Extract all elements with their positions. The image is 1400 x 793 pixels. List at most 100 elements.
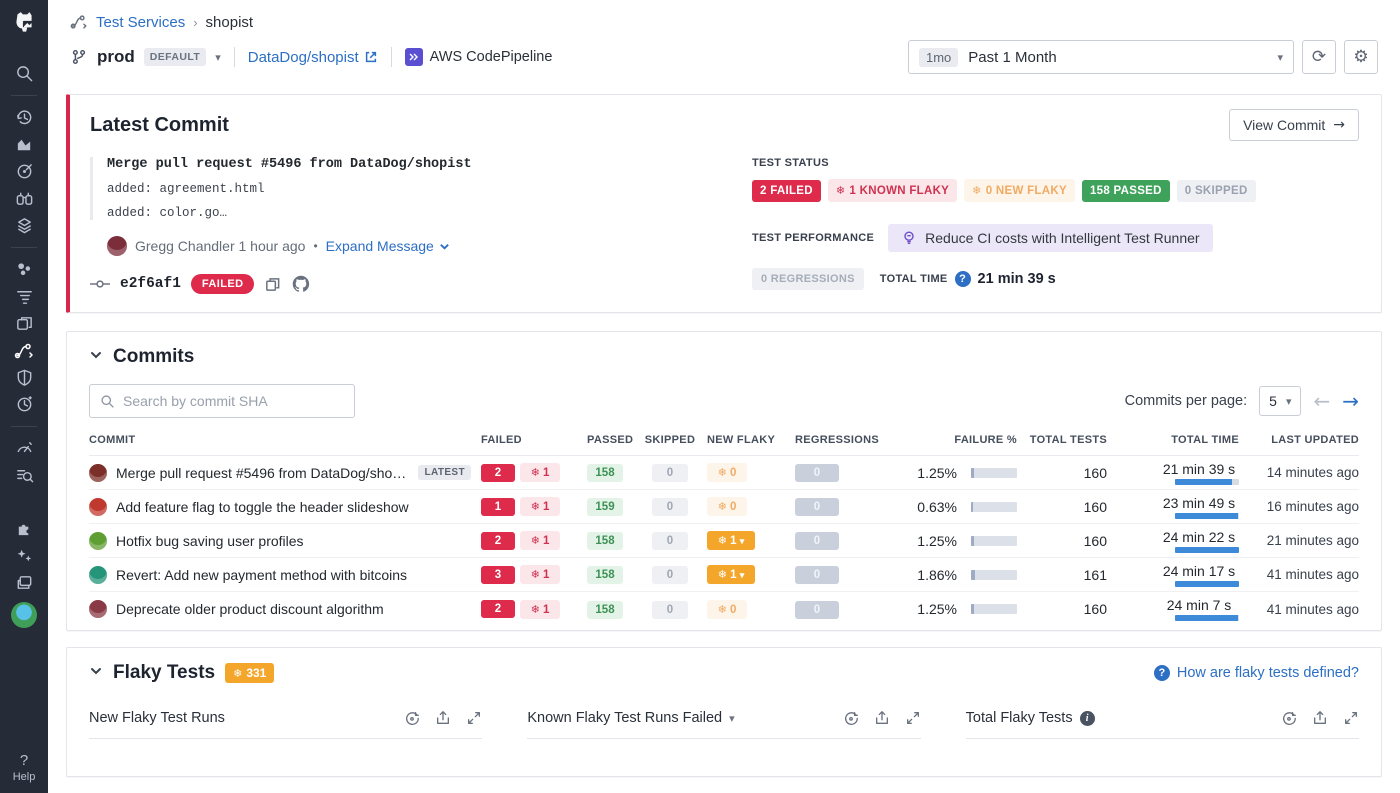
fullscreen-icon[interactable]: [1343, 710, 1359, 726]
cluster-icon[interactable]: [0, 256, 48, 283]
info-icon[interactable]: i: [1079, 710, 1095, 726]
ci-pipeline-icon[interactable]: [0, 337, 48, 364]
search-icon[interactable]: [0, 60, 48, 87]
total-time-value: 21 min 39 s: [1162, 460, 1236, 477]
refresh-button[interactable]: ⟳: [1302, 40, 1336, 74]
repo-link[interactable]: DataDog/shopist: [248, 49, 378, 66]
flaky-chart-card: Total Flaky Tests ▾ i: [965, 710, 1359, 739]
passed-count-badge: 158: [587, 532, 623, 550]
commit-table-row[interactable]: Merge pull request #5496 from DataDog/sh…: [89, 456, 1359, 490]
scope-icon[interactable]: [0, 158, 48, 185]
speedometer-icon[interactable]: [0, 435, 48, 462]
fullscreen-icon[interactable]: [905, 710, 921, 726]
export-icon[interactable]: [874, 710, 890, 726]
commit-sha[interactable]: e2f6af1: [120, 276, 181, 292]
commit-table-row[interactable]: Revert: Add new payment method with bitc…: [89, 558, 1359, 592]
github-icon[interactable]: [291, 274, 311, 294]
windows-icon[interactable]: [0, 569, 48, 596]
commit-search-input[interactable]: [123, 393, 344, 409]
history-icon[interactable]: [0, 104, 48, 131]
pagination: Commits per page: 5 ▾ ← →: [1125, 386, 1359, 416]
prev-page-button[interactable]: ←: [1313, 389, 1331, 413]
help-circle-icon[interactable]: ?: [954, 271, 971, 287]
view-related-icon[interactable]: [1281, 710, 1297, 726]
total-time-value: 24 min 17 s: [1162, 562, 1236, 579]
new-flaky-badge[interactable]: ❄ 0: [707, 463, 747, 482]
repo-link-label: DataDog/shopist: [247, 48, 359, 66]
commit-avatar: [89, 565, 107, 584]
breadcrumb-root-link[interactable]: Test Services: [96, 13, 186, 31]
chart-dropdown-caret[interactable]: ▾: [729, 711, 735, 725]
fullscreen-icon[interactable]: [466, 710, 482, 726]
passed-count-badge: 158: [587, 600, 623, 619]
new-flaky-badge[interactable]: ❄ 0: [707, 497, 747, 516]
log-search-icon[interactable]: [0, 462, 48, 489]
commit-table-row[interactable]: Add feature flag to toggle the header sl…: [89, 490, 1359, 524]
new-flaky-badge[interactable]: ❄ 0: [707, 599, 747, 619]
breadcrumb: Test Services › shopist: [70, 10, 1378, 34]
frames-icon[interactable]: [0, 310, 48, 337]
chart-title: Total Flaky Tests: [965, 710, 1073, 726]
puzzle-icon[interactable]: [0, 515, 48, 542]
commit-avatar: [89, 463, 107, 482]
datadog-logo[interactable]: [0, 0, 48, 46]
branch-dropdown-caret[interactable]: ▾: [215, 50, 221, 64]
next-page-button[interactable]: →: [1342, 389, 1359, 413]
total-time-cell: 24 min 7 s: [1117, 597, 1239, 621]
view-commit-button[interactable]: View Commit →: [1229, 109, 1359, 141]
test-services-icon: [70, 15, 87, 29]
layers-icon[interactable]: [0, 212, 48, 239]
col-skipped: SKIPPED: [644, 434, 696, 446]
failure-percent-bar: [971, 501, 1017, 512]
sparkles-icon[interactable]: [0, 542, 48, 569]
total-time-cell: 24 min 22 s: [1117, 529, 1239, 553]
flaky-help-link[interactable]: ? How are flaky tests defined?: [1153, 665, 1359, 681]
new-flaky-badge[interactable]: ❄ 1 ▾: [707, 565, 755, 584]
binoculars-icon[interactable]: [0, 185, 48, 212]
datadog-dog-icon: [16, 12, 33, 32]
commit-table-row[interactable]: Deprecate older product discount algorit…: [89, 592, 1359, 626]
gauge-icon[interactable]: [0, 391, 48, 418]
per-page-value: 5: [1269, 393, 1277, 409]
expand-message-link[interactable]: Expand Message: [326, 238, 450, 254]
commits-section-toggle[interactable]: Commits: [89, 346, 1359, 368]
shield-icon[interactable]: [0, 364, 48, 391]
commit-search[interactable]: [89, 384, 355, 418]
settings-gear-button[interactable]: ⚙: [1344, 40, 1378, 74]
last-updated-value: 41 minutes ago: [1266, 601, 1359, 617]
aws-codepipeline-icon: [404, 48, 423, 66]
skipped-count-badge: 0: [652, 532, 688, 550]
commit-table-row[interactable]: Hotfix bug saving user profiles 2 ❄ 1 15…: [89, 524, 1359, 558]
copy-icon[interactable]: [264, 276, 281, 293]
col-last-updated: LAST UPDATED: [1271, 434, 1359, 446]
col-commit: COMMIT: [89, 434, 136, 446]
test-status-badge: 0 SKIPPED: [1176, 179, 1256, 202]
failed-count-badge: 2: [481, 600, 515, 618]
last-updated-value: 41 minutes ago: [1266, 567, 1359, 582]
flaky-charts-row: New Flaky Test Runs ▾ i Known Flaky Test…: [89, 710, 1359, 739]
snowflake-icon: ❄: [972, 184, 982, 197]
traces-icon[interactable]: [0, 283, 48, 310]
commit-row-title: Deprecate older product discount algorit…: [116, 601, 384, 617]
export-icon[interactable]: [435, 710, 451, 726]
snowflake-icon: ❄: [530, 534, 540, 547]
metrics-icon[interactable]: [0, 131, 48, 158]
chevron-down-icon: [89, 664, 103, 683]
snowflake-icon: ❄: [530, 568, 540, 581]
time-range-select[interactable]: 1mo Past 1 Month ▾: [908, 40, 1294, 74]
new-flaky-badge[interactable]: ❄ 1 ▾: [707, 531, 755, 550]
intelligent-test-runner-pill[interactable]: Reduce CI costs with Intelligent Test Ru…: [888, 224, 1213, 252]
failure-percent-value: 1.25%: [917, 601, 957, 617]
failure-percent-value: 1.25%: [917, 464, 957, 481]
view-related-icon[interactable]: [404, 710, 420, 726]
passed-count-badge: 158: [587, 464, 623, 482]
sidebar-help[interactable]: ? Help: [13, 752, 36, 793]
bullet-separator: •: [313, 239, 318, 253]
export-icon[interactable]: [1312, 710, 1328, 726]
snowflake-icon: ❄: [530, 602, 540, 616]
sidebar-divider: [11, 95, 37, 96]
user-avatar[interactable]: [11, 602, 37, 628]
snowflake-icon: ❄: [530, 500, 540, 513]
per-page-select[interactable]: 5 ▾: [1259, 386, 1302, 416]
view-related-icon[interactable]: [843, 710, 859, 726]
